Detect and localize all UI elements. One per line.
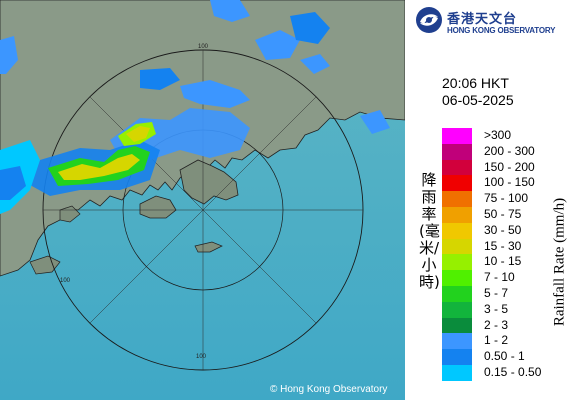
legend-swatch (442, 175, 472, 192)
legend-swatch (442, 333, 472, 350)
radar-map-canvas: 100 100 100 (0, 0, 405, 400)
legend-swatch (442, 364, 472, 381)
legend-swatch (442, 270, 472, 286)
range-label: 100 (198, 44, 209, 50)
legend-label: 10 - 15 (484, 254, 522, 269)
legend-swatch (442, 238, 472, 255)
legend-label: 150 - 200 (484, 159, 535, 174)
copyright-text: © Hong Kong Observatory (270, 384, 388, 395)
legend-label: 3 - 5 (484, 301, 509, 316)
legend-title-en: Rainfall Rate (mm/h) (551, 197, 568, 327)
legend-row: >300 (442, 128, 562, 144)
legend-row: 150 - 200 (442, 159, 562, 176)
legend-label: 0.50 - 1 (484, 349, 525, 364)
island-small (194, 241, 223, 253)
legend-swatch (442, 254, 472, 271)
legend-swatch (442, 349, 472, 365)
legend-swatch (442, 222, 472, 239)
radar-time: 20:06 HKT (442, 75, 509, 91)
info-panel: 香港天文台 HONG KONG OBSERVATORY 20:06 HKT 06… (405, 0, 577, 400)
legend-label: >300 (484, 128, 512, 142)
legend-row: 0.15 - 0.50 (442, 364, 562, 381)
island-lantau (139, 195, 177, 219)
legend-row: 30 - 50 (442, 222, 562, 239)
legend-swatch (442, 317, 472, 334)
legend-row: 7 - 10 (442, 270, 562, 286)
observatory-emblem-icon (416, 7, 442, 33)
legend-swatch (442, 143, 472, 160)
legend-swatch (442, 159, 472, 176)
legend-swatch (442, 285, 472, 302)
legend-label: 15 - 30 (484, 238, 522, 253)
legend-label: 75 - 100 (484, 191, 529, 206)
legend-title-zh: 降雨率(毫米/小時) (419, 171, 440, 291)
org-name-zh: 香港天文台 (447, 12, 518, 27)
legend-swatch (442, 206, 472, 223)
legend-row: 15 - 30 (442, 238, 562, 255)
legend-label: 7 - 10 (484, 270, 515, 285)
legend-label: 0.15 - 0.50 (484, 364, 542, 379)
legend-label: 30 - 50 (484, 222, 522, 237)
legend-row: 5 - 7 (442, 285, 562, 302)
legend-label: 1 - 2 (484, 333, 509, 348)
rainfall-legend: >300 200 - 300 150 - 200 100 - 150 75 - 100 5… (442, 128, 562, 381)
org-name-en: HONG KONG OBSERVATORY (447, 26, 556, 35)
legend-swatch (442, 301, 472, 318)
legend-label: 200 - 300 (484, 143, 535, 158)
range-label: 100 (196, 354, 207, 360)
legend-label: 2 - 3 (484, 317, 509, 332)
legend-label: 100 - 150 (484, 175, 535, 190)
legend-row: 3 - 5 (442, 301, 562, 318)
rain-echoes (0, 0, 390, 214)
legend-row: 75 - 100 (442, 191, 562, 207)
legend-swatch (442, 128, 472, 144)
legend-label: 50 - 75 (484, 206, 522, 221)
island-hong-kong (179, 159, 239, 205)
legend-row: 1 - 2 (442, 333, 562, 350)
legend-row: 200 - 300 (442, 143, 562, 160)
legend-row: 10 - 15 (442, 254, 562, 271)
legend-row: 2 - 3 (442, 317, 562, 334)
legend-row: 50 - 75 (442, 206, 562, 223)
observatory-logo: 香港天文台 HONG KONG OBSERVATORY (415, 6, 575, 36)
legend-row: 0.50 - 1 (442, 349, 562, 365)
island-small (29, 255, 61, 275)
legend-row: 100 - 150 (442, 175, 562, 192)
radar-map: 100 100 100 © Hong Kong Observatory (0, 0, 405, 400)
legend-swatch (442, 191, 472, 207)
range-label: 100 (60, 278, 71, 284)
legend-label: 5 - 7 (484, 285, 509, 300)
radar-date: 06-05-2025 (442, 92, 514, 108)
